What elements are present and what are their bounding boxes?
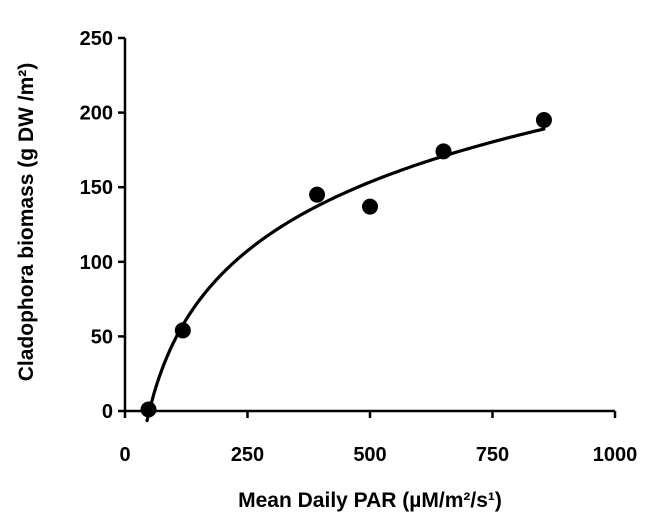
x-tick-label: 0 xyxy=(119,444,130,466)
data-point xyxy=(140,401,157,418)
y-axis-title: Cladophora biomass (g DW /m²) xyxy=(15,63,38,382)
x-tick-label: 1000 xyxy=(593,444,638,466)
data-point xyxy=(174,322,191,339)
trend-line xyxy=(145,127,546,423)
x-tick-label: 750 xyxy=(476,444,509,466)
axes xyxy=(123,38,615,413)
trend-line-group xyxy=(145,127,546,423)
x-axis-title: Mean Daily PAR (µM/m²/s¹) xyxy=(238,489,502,512)
data-point xyxy=(309,186,326,203)
data-point xyxy=(435,143,452,160)
y-tick-label: 150 xyxy=(80,177,113,199)
x-tick-label: 250 xyxy=(231,444,264,466)
data-points xyxy=(140,112,552,418)
y-tick-label: 50 xyxy=(91,326,113,348)
y-tick-label: 250 xyxy=(80,28,113,50)
data-point xyxy=(535,112,552,129)
y-tick-label: 0 xyxy=(102,401,113,423)
data-point xyxy=(362,198,378,215)
y-tick-label: 100 xyxy=(80,252,113,274)
ticks: 0 50 100 150 200 250 0 250 500 750 1000 xyxy=(80,28,638,466)
x-tick-label: 500 xyxy=(353,444,386,466)
y-tick-label: 200 xyxy=(80,103,113,125)
